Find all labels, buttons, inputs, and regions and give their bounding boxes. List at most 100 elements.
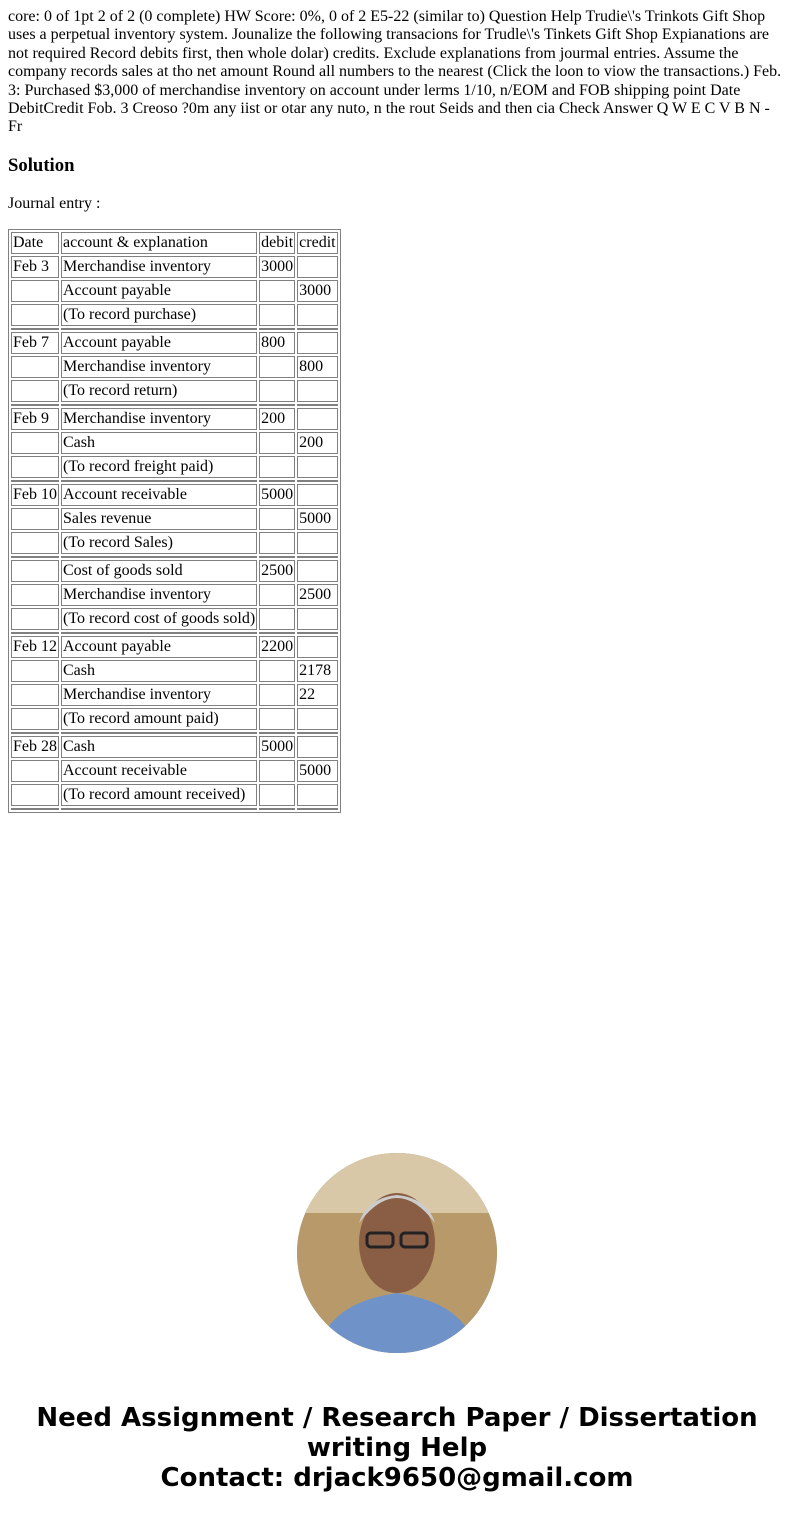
separator-cell xyxy=(259,480,296,483)
account-cell: (To record amount paid) xyxy=(61,708,258,731)
separator-cell xyxy=(11,328,59,331)
header-row: Date account & explanation debit credit xyxy=(11,232,338,255)
account-cell: account & explanation xyxy=(61,232,258,255)
table-row: (To record cost of goods sold) xyxy=(11,608,338,631)
separator-cell xyxy=(61,632,258,635)
debit-cell xyxy=(259,456,296,479)
table-row: Account payable 3000 xyxy=(11,280,338,303)
date-cell: Feb 10 xyxy=(11,484,59,507)
date-cell xyxy=(11,532,59,555)
account-cell: Account receivable xyxy=(61,760,258,783)
separator-cell xyxy=(297,328,338,331)
credit-cell: 22 xyxy=(297,684,338,707)
credit-cell xyxy=(297,532,338,555)
table-row: Feb 10 Account receivable 5000 xyxy=(11,484,338,507)
account-cell: (To record cost of goods sold) xyxy=(61,608,258,631)
table-row: (To record Sales) xyxy=(11,532,338,555)
credit-cell: 200 xyxy=(297,432,338,455)
credit-cell: 2178 xyxy=(297,660,338,683)
credit-cell xyxy=(297,332,338,355)
date-cell xyxy=(11,356,59,379)
account-cell: (To record amount received) xyxy=(61,784,258,807)
separator-row xyxy=(11,328,338,331)
account-cell: Sales revenue xyxy=(61,508,258,531)
debit-cell xyxy=(259,784,296,807)
separator-cell xyxy=(297,404,338,407)
table-row: Cost of goods sold 2500 xyxy=(11,560,338,583)
date-cell xyxy=(11,380,59,403)
debit-cell: 2500 xyxy=(259,560,296,583)
date-cell xyxy=(11,684,59,707)
table-row: (To record amount paid) xyxy=(11,708,338,731)
table-row: Account receivable 5000 xyxy=(11,760,338,783)
debit-cell xyxy=(259,304,296,327)
separator-row xyxy=(11,480,338,483)
credit-cell: 5000 xyxy=(297,508,338,531)
separator-cell xyxy=(61,404,258,407)
separator-cell xyxy=(297,556,338,559)
table-row: Feb 7 Account payable 800 xyxy=(11,332,338,355)
account-cell: Merchandise inventory xyxy=(61,684,258,707)
date-cell: Feb 7 xyxy=(11,332,59,355)
author-photo xyxy=(297,1153,497,1353)
separator-cell xyxy=(259,732,296,735)
table-row: (To record purchase) xyxy=(11,304,338,327)
account-cell: (To record freight paid) xyxy=(61,456,258,479)
separator-cell xyxy=(61,556,258,559)
debit-cell xyxy=(259,708,296,731)
debit-cell: debit xyxy=(259,232,296,255)
account-cell: Account payable xyxy=(61,332,258,355)
credit-cell xyxy=(297,256,338,279)
separator-cell xyxy=(61,328,258,331)
date-cell: Date xyxy=(11,232,59,255)
debit-cell xyxy=(259,760,296,783)
table-row: Sales revenue 5000 xyxy=(11,508,338,531)
table-row: Feb 12 Account payable 2200 xyxy=(11,636,338,659)
credit-cell xyxy=(297,608,338,631)
date-cell xyxy=(11,456,59,479)
separator-row xyxy=(11,808,338,811)
table-row: (To record return) xyxy=(11,380,338,403)
debit-cell: 5000 xyxy=(259,484,296,507)
table-row: (To record freight paid) xyxy=(11,456,338,479)
separator-cell xyxy=(61,480,258,483)
date-cell xyxy=(11,584,59,607)
table-row: Merchandise inventory 22 xyxy=(11,684,338,707)
separator-cell xyxy=(61,808,258,811)
table-row: Cash 2178 xyxy=(11,660,338,683)
separator-row xyxy=(11,632,338,635)
date-cell: Feb 9 xyxy=(11,408,59,431)
separator-cell xyxy=(11,808,59,811)
date-cell xyxy=(11,760,59,783)
separator-cell xyxy=(259,328,296,331)
account-cell: Account payable xyxy=(61,280,258,303)
account-cell: Cash xyxy=(61,432,258,455)
date-cell: Feb 3 xyxy=(11,256,59,279)
separator-cell xyxy=(11,556,59,559)
separator-cell xyxy=(259,556,296,559)
date-cell xyxy=(11,304,59,327)
date-cell: Feb 12 xyxy=(11,636,59,659)
separator-cell xyxy=(297,480,338,483)
solution-heading: Solution xyxy=(8,154,75,176)
date-cell: Feb 28 xyxy=(11,736,59,759)
date-cell xyxy=(11,784,59,807)
separator-row xyxy=(11,556,338,559)
credit-cell xyxy=(297,560,338,583)
credit-cell xyxy=(297,736,338,759)
separator-cell xyxy=(259,404,296,407)
credit-cell xyxy=(297,636,338,659)
date-cell xyxy=(11,432,59,455)
account-cell: (To record purchase) xyxy=(61,304,258,327)
promo-banner: Need Assignment / Research Paper / Disse… xyxy=(0,1403,794,1493)
credit-cell xyxy=(297,784,338,807)
account-cell: Merchandise inventory xyxy=(61,356,258,379)
date-cell xyxy=(11,608,59,631)
account-cell: Merchandise inventory xyxy=(61,256,258,279)
debit-cell xyxy=(259,280,296,303)
debit-cell: 3000 xyxy=(259,256,296,279)
separator-cell xyxy=(11,480,59,483)
debit-cell xyxy=(259,532,296,555)
table-row: Merchandise inventory 2500 xyxy=(11,584,338,607)
separator-cell xyxy=(11,732,59,735)
